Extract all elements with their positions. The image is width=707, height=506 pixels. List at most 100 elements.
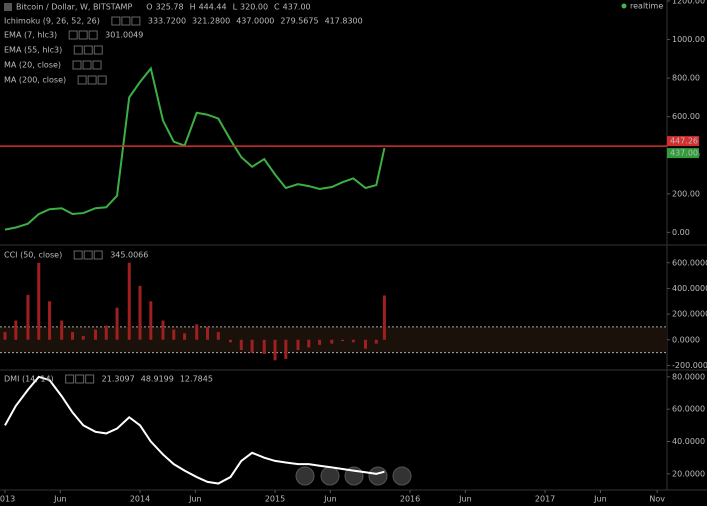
cci-band — [0, 326, 667, 353]
y-tick-label: 1200.00 — [672, 0, 705, 5]
indicator-button[interactable] — [72, 60, 82, 70]
pane: 20.0000 40.0000 60.0000 80.0000 2013 Jun 2014 J… — [0, 372, 705, 503]
symbol-icon[interactable] — [4, 3, 12, 11]
indicator-button[interactable] — [65, 374, 75, 384]
bar — [48, 301, 52, 340]
bar — [318, 339, 322, 345]
bar — [273, 339, 277, 361]
bar — [172, 329, 176, 340]
indicator-value: 437.0000 — [236, 17, 274, 26]
indicator-button[interactable] — [83, 250, 93, 260]
indicator-button[interactable] — [88, 30, 98, 40]
play-forward-button[interactable] — [392, 466, 412, 486]
bar — [228, 339, 232, 343]
y-tick-label: -200.0000 — [672, 361, 707, 370]
symbol-title: Bitcoin / Dollar, W, BITSTAMP — [16, 3, 132, 12]
indicator-value: 279.5675 — [280, 17, 318, 26]
bar — [351, 339, 355, 343]
status-text: realtime — [630, 2, 663, 11]
bar — [239, 339, 243, 351]
y-tick-label: 600.00 — [672, 112, 700, 121]
y-tick-label: 60.0000 — [672, 405, 705, 414]
bar — [104, 325, 108, 340]
indicator-button[interactable] — [93, 250, 103, 260]
zoom-in-button[interactable] — [368, 466, 388, 486]
indicator-button[interactable] — [131, 16, 141, 26]
indicator-button[interactable] — [73, 45, 83, 55]
x-tick-label: 2016 — [400, 495, 420, 504]
y-tick-label: 600.0000 — [672, 258, 707, 267]
bar — [37, 262, 41, 340]
price-label: 437.00 — [670, 149, 698, 158]
y-tick-label: 400.0000 — [672, 284, 707, 293]
pane: 0.00200.00400.00600.00800.001000.001200.… — [0, 0, 705, 237]
data-line — [4, 375, 385, 485]
ohlc-key: O — [146, 3, 152, 12]
x-tick-label: 2013 — [0, 495, 15, 504]
indicator-button[interactable] — [87, 75, 97, 85]
indicator-button[interactable] — [111, 16, 121, 26]
play-back-button[interactable] — [295, 466, 315, 486]
y-tick-label: 1000.00 — [672, 35, 705, 44]
indicator-button[interactable] — [83, 45, 93, 55]
indicator-button[interactable] — [73, 250, 83, 260]
bar — [60, 320, 64, 340]
indicator-button[interactable] — [82, 60, 92, 70]
ohlc-key: L — [233, 3, 238, 12]
indicator-button[interactable] — [78, 30, 88, 40]
y-tick-label: 80.0000 — [672, 372, 705, 381]
indicator-value: 301.0049 — [105, 31, 143, 40]
bar — [307, 339, 311, 348]
indicator-name: EMA (7, hlc3) — [4, 31, 57, 40]
bar — [216, 332, 220, 340]
bar — [71, 332, 75, 340]
y-tick-label: 800.00 — [672, 74, 700, 83]
indicator-button[interactable] — [75, 374, 85, 384]
price-label: 447.26 — [670, 137, 698, 146]
indicator-button[interactable] — [97, 75, 107, 85]
y-tick-label: 0.00 — [672, 228, 690, 237]
y-tick-label: 200.00 — [672, 189, 700, 198]
pane-value: 48.9199 — [141, 375, 174, 384]
ohlc-key: H — [190, 3, 196, 12]
indicator-value: 321.2800 — [192, 17, 230, 26]
y-tick-label: 0.0000 — [672, 335, 700, 344]
bar — [14, 320, 18, 340]
indicator-button[interactable] — [93, 45, 103, 55]
data-line — [4, 66, 386, 231]
status-dot — [621, 3, 627, 9]
zoom-out-button[interactable] — [320, 466, 340, 486]
price-label-box — [667, 136, 699, 147]
indicator-button[interactable] — [92, 60, 102, 70]
pane-value: 12.7845 — [180, 375, 213, 384]
bar — [341, 339, 345, 342]
indicator-button[interactable] — [68, 30, 78, 40]
pane-value: 345.0066 — [110, 251, 148, 260]
pane: -200.0000 0.0000 200.0000 400.0000 600.0000 C… — [0, 251, 707, 370]
indicator-name: MA (200, close) — [4, 76, 66, 85]
x-tick-label: Jun — [53, 495, 67, 504]
indicator-button[interactable] — [77, 75, 87, 85]
ohlc-value: 325.78 — [156, 3, 184, 12]
x-tick-label: Jun — [593, 495, 607, 504]
ohlc-value: 320.00 — [240, 3, 268, 12]
ohlc-value: 444.44 — [199, 3, 227, 12]
bar — [81, 335, 85, 340]
pane-title: CCI (50, close) — [4, 251, 62, 260]
price-label-box — [667, 148, 699, 159]
x-tick-label: Nov — [649, 495, 665, 504]
indicator-button[interactable] — [121, 16, 131, 26]
bar — [195, 324, 199, 340]
pane-title: DMI (14, 14) — [4, 375, 54, 384]
bar — [382, 295, 386, 340]
indicator-name: MA (20, close) — [4, 61, 61, 70]
indicator-value: 417.8300 — [325, 17, 363, 26]
bar — [363, 339, 367, 349]
bar — [115, 307, 119, 340]
bar — [93, 329, 97, 340]
indicator-button[interactable] — [85, 374, 95, 384]
x-tick-label: Jun — [458, 495, 472, 504]
x-tick-label: 2014 — [130, 495, 150, 504]
